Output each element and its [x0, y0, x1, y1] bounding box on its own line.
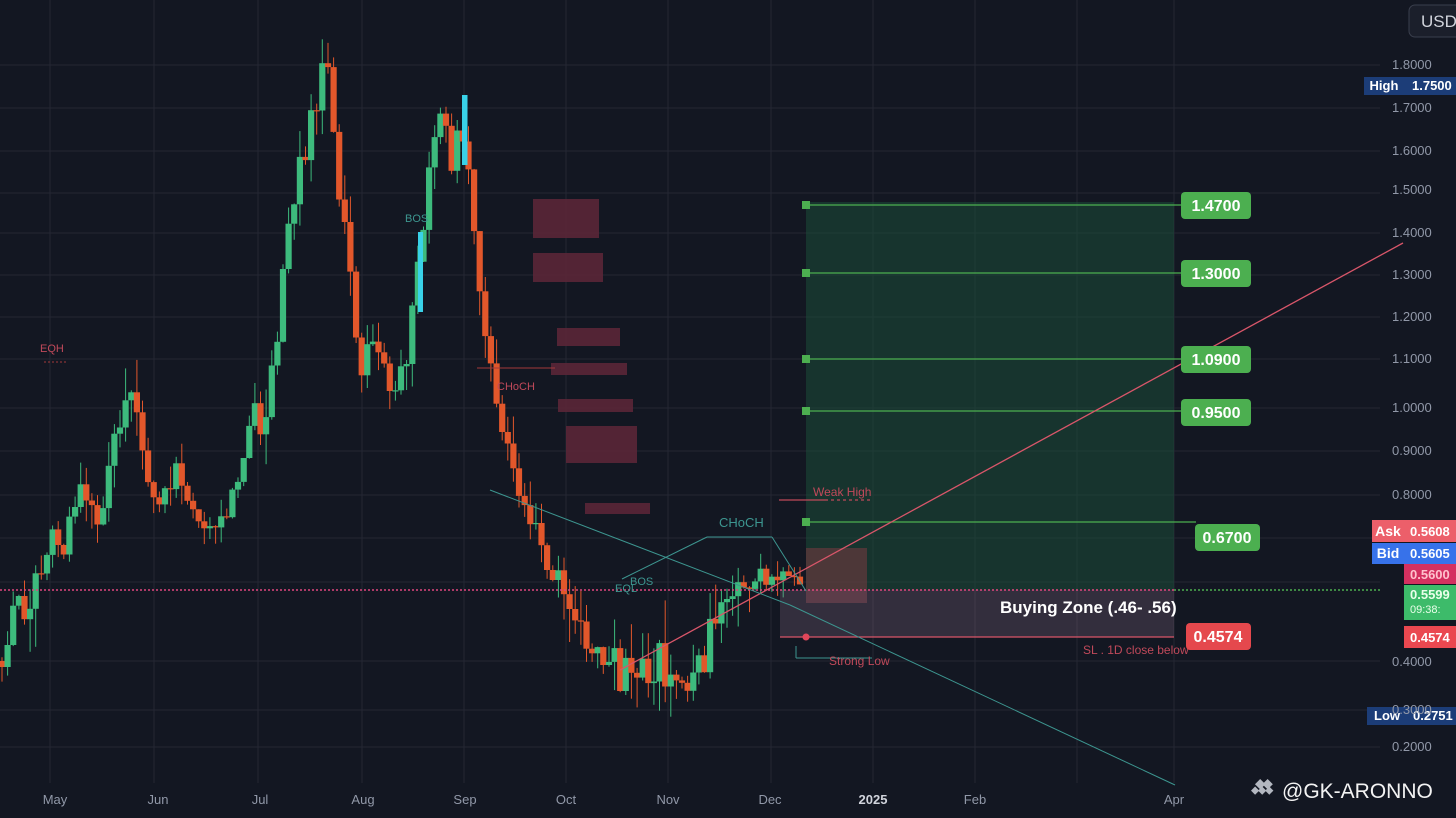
svg-text:0.5600: 0.5600 [1410, 567, 1450, 582]
svg-text:Dec: Dec [758, 792, 782, 807]
svg-text:Jul: Jul [252, 792, 269, 807]
svg-text:EQH: EQH [40, 343, 64, 355]
svg-text:1.7000: 1.7000 [1392, 100, 1432, 115]
svg-text:Oct: Oct [556, 792, 577, 807]
svg-text:0.9500: 0.9500 [1192, 405, 1241, 422]
svg-text:0.2000: 0.2000 [1392, 739, 1432, 754]
svg-text:0.5608: 0.5608 [1410, 524, 1450, 539]
svg-text:1.8000: 1.8000 [1392, 57, 1432, 72]
svg-text:1.0000: 1.0000 [1392, 400, 1432, 415]
svg-text:Feb: Feb [964, 792, 986, 807]
svg-text:1.7500: 1.7500 [1412, 78, 1452, 93]
svg-text:@GK-ARONNO: @GK-ARONNO [1282, 780, 1433, 803]
svg-text:Aug: Aug [351, 792, 374, 807]
svg-text:0.4574: 0.4574 [1194, 629, 1243, 646]
svg-text:USDT: USDT [1421, 12, 1456, 31]
svg-text:0.8000: 0.8000 [1392, 487, 1432, 502]
svg-text:1.5000: 1.5000 [1392, 182, 1432, 197]
svg-text:BOS: BOS [405, 213, 428, 225]
svg-text:0.9000: 0.9000 [1392, 443, 1432, 458]
svg-text:May: May [43, 792, 68, 807]
svg-text:2025: 2025 [859, 792, 888, 807]
svg-text:Sep: Sep [453, 792, 476, 807]
svg-text:1.0900: 1.0900 [1192, 352, 1241, 369]
svg-text:Buying Zone (.46- .56): Buying Zone (.46- .56) [1000, 598, 1177, 617]
svg-text:High: High [1370, 78, 1399, 93]
svg-text:1.6000: 1.6000 [1392, 143, 1432, 158]
svg-text:0.3000: 0.3000 [1392, 702, 1432, 717]
svg-text:0.6700: 0.6700 [1203, 530, 1252, 547]
svg-text:0.4574: 0.4574 [1410, 630, 1451, 645]
svg-text:Jun: Jun [148, 792, 169, 807]
svg-text:09:38:: 09:38: [1410, 604, 1441, 616]
svg-text:Apr: Apr [1164, 792, 1185, 807]
svg-text:0.4000: 0.4000 [1392, 654, 1432, 669]
svg-text:Bid: Bid [1377, 545, 1400, 561]
svg-text:1.2000: 1.2000 [1392, 309, 1432, 324]
svg-text:1.3000: 1.3000 [1392, 267, 1432, 282]
svg-text:CHoCH: CHoCH [719, 515, 764, 530]
svg-text:Ask: Ask [1375, 523, 1401, 539]
svg-text:1.1000: 1.1000 [1392, 351, 1432, 366]
svg-text:1.3000: 1.3000 [1192, 266, 1241, 283]
svg-text:Weak High: Weak High [813, 485, 871, 499]
svg-text:Strong Low: Strong Low [829, 654, 890, 668]
svg-text:0.5599: 0.5599 [1410, 587, 1450, 602]
svg-text:Nov: Nov [656, 792, 680, 807]
svg-text:CHoCH: CHoCH [497, 381, 535, 393]
svg-text:EQL: EQL [615, 583, 637, 595]
svg-text:SL . 1D close below: SL . 1D close below [1083, 643, 1189, 657]
svg-text:1.4000: 1.4000 [1392, 225, 1432, 240]
svg-text:1.4700: 1.4700 [1192, 198, 1241, 215]
svg-text:0.5605: 0.5605 [1410, 546, 1450, 561]
